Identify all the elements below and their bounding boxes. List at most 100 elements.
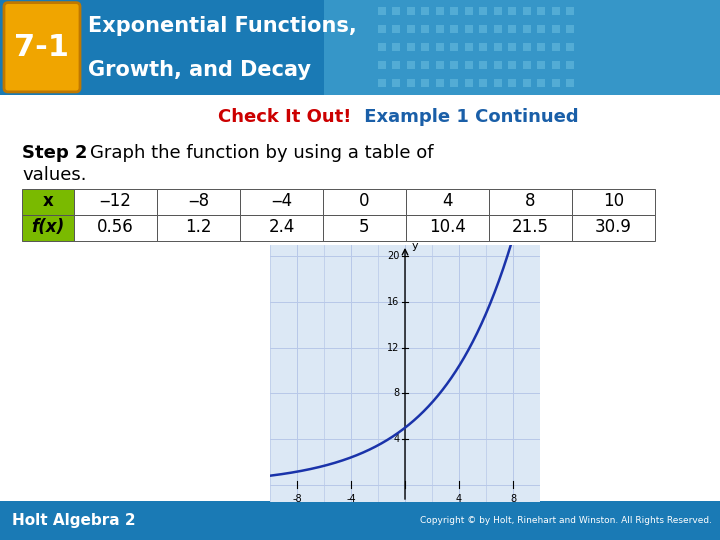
Bar — [392, 25, 400, 33]
Bar — [464, 8, 472, 15]
Bar — [523, 79, 531, 87]
Bar — [406, 214, 489, 240]
Text: 2.4: 2.4 — [269, 219, 294, 237]
Bar — [421, 79, 429, 87]
Bar — [508, 61, 516, 69]
Bar — [552, 61, 559, 69]
Bar — [436, 25, 444, 33]
Text: 8: 8 — [393, 388, 400, 399]
Bar — [407, 8, 415, 15]
Bar — [464, 25, 472, 33]
Text: 1.2: 1.2 — [185, 219, 212, 237]
Bar — [450, 61, 458, 69]
Bar — [421, 8, 429, 15]
Text: ‒8: ‒8 — [188, 192, 209, 211]
Bar — [494, 8, 502, 15]
Bar — [508, 43, 516, 51]
Bar — [377, 61, 386, 69]
Bar — [523, 25, 531, 33]
Bar — [479, 43, 487, 51]
Bar — [537, 61, 545, 69]
Bar — [489, 214, 572, 240]
Bar — [450, 25, 458, 33]
Bar — [421, 61, 429, 69]
Bar — [566, 25, 574, 33]
Bar — [392, 43, 400, 51]
Bar — [508, 8, 516, 15]
Bar — [74, 214, 157, 240]
Text: values.: values. — [22, 166, 86, 185]
Bar — [464, 61, 472, 69]
Bar — [157, 188, 240, 214]
Bar — [552, 8, 559, 15]
Bar — [464, 79, 472, 87]
FancyBboxPatch shape — [4, 3, 80, 92]
Bar — [566, 79, 574, 87]
Bar — [566, 61, 574, 69]
Bar — [436, 79, 444, 87]
Text: Growth, and Decay: Growth, and Decay — [88, 60, 311, 80]
Bar — [22, 214, 74, 240]
Text: Example 1 Continued: Example 1 Continued — [358, 109, 579, 126]
Bar — [537, 79, 545, 87]
Bar — [22, 188, 74, 214]
Text: Copyright © by Holt, Rinehart and Winston. All Rights Reserved.: Copyright © by Holt, Rinehart and Winsto… — [420, 516, 712, 525]
Bar — [552, 25, 559, 33]
Bar — [494, 43, 502, 51]
Bar — [552, 43, 559, 51]
Bar — [450, 79, 458, 87]
Bar — [436, 43, 444, 51]
Bar — [240, 214, 323, 240]
Text: 12: 12 — [387, 343, 400, 353]
Text: Step 2: Step 2 — [22, 145, 88, 163]
Text: 21.5: 21.5 — [512, 219, 549, 237]
Bar — [494, 61, 502, 69]
Bar — [479, 8, 487, 15]
Bar — [323, 188, 406, 214]
Text: 0: 0 — [359, 192, 370, 211]
Text: 16: 16 — [387, 297, 400, 307]
Bar — [572, 188, 655, 214]
Text: y: y — [412, 241, 418, 251]
Text: 4: 4 — [393, 434, 400, 444]
Bar — [508, 79, 516, 87]
Bar — [572, 214, 655, 240]
Bar — [552, 79, 559, 87]
Bar — [377, 25, 386, 33]
Bar — [479, 61, 487, 69]
Text: 8: 8 — [526, 192, 536, 211]
Text: x: x — [42, 192, 53, 211]
Bar — [392, 8, 400, 15]
Text: 10.4: 10.4 — [429, 219, 466, 237]
Bar — [508, 25, 516, 33]
Text: ‒4: ‒4 — [271, 192, 292, 211]
Bar — [494, 79, 502, 87]
Bar — [450, 43, 458, 51]
Bar — [421, 43, 429, 51]
Bar — [523, 61, 531, 69]
Bar — [537, 8, 545, 15]
Text: 4: 4 — [442, 192, 453, 211]
Text: Graph the function by using a table of: Graph the function by using a table of — [90, 145, 433, 163]
Bar — [392, 79, 400, 87]
Bar — [537, 25, 545, 33]
Bar — [407, 79, 415, 87]
Bar — [74, 188, 157, 214]
Text: 5: 5 — [359, 219, 370, 237]
Text: 30.9: 30.9 — [595, 219, 632, 237]
Bar — [523, 43, 531, 51]
Bar — [464, 43, 472, 51]
Bar — [157, 214, 240, 240]
Text: f(x): f(x) — [32, 219, 65, 237]
Bar — [436, 61, 444, 69]
Bar — [479, 79, 487, 87]
Bar — [494, 25, 502, 33]
Bar — [407, 61, 415, 69]
Text: ‒12: ‒12 — [99, 192, 132, 211]
Bar — [436, 8, 444, 15]
Bar — [377, 43, 386, 51]
Bar — [407, 25, 415, 33]
Bar — [523, 8, 531, 15]
Text: -8: -8 — [292, 494, 302, 504]
Text: -4: -4 — [346, 494, 356, 504]
